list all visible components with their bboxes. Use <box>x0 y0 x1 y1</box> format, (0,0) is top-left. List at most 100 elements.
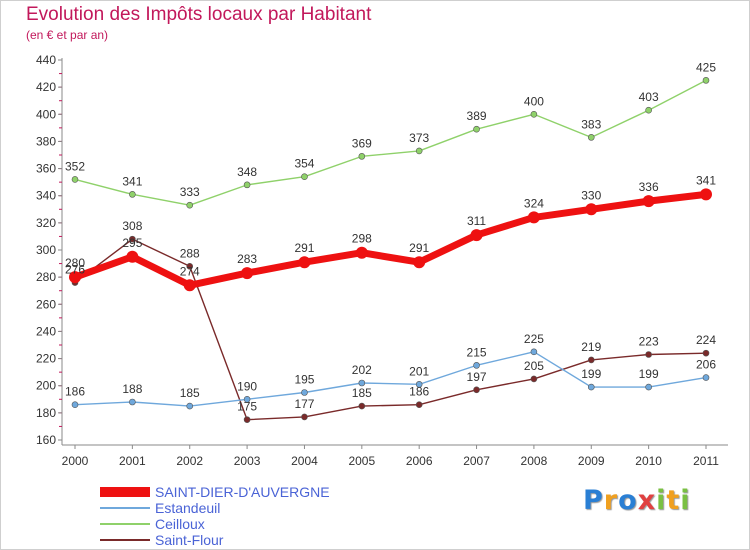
data-label: 298 <box>352 232 372 246</box>
data-label: 383 <box>581 117 601 131</box>
y-tick-label: 220 <box>36 352 56 366</box>
data-point <box>473 386 480 394</box>
y-tick-label: 200 <box>36 379 56 393</box>
data-label: 283 <box>237 252 257 266</box>
chart-legend: SAINT-DIER-D'AUVERGNE Estandeuil Ceillou… <box>100 484 400 548</box>
data-point <box>470 229 483 242</box>
x-tick-label: 2000 <box>62 454 89 468</box>
legend-swatch-saint-flour <box>100 539 150 541</box>
data-label: 311 <box>467 214 486 228</box>
x-tick-label: 2001 <box>119 454 146 468</box>
data-point <box>126 250 139 263</box>
data-point <box>530 348 538 356</box>
data-label: 348 <box>237 165 257 179</box>
data-label: 288 <box>180 246 200 260</box>
data-point <box>241 267 254 280</box>
data-label: 186 <box>65 385 85 399</box>
data-point <box>71 401 79 409</box>
chart-title: Evolution des Impôts locaux par Habitant <box>26 4 372 25</box>
data-point <box>243 416 251 423</box>
y-tick-label: 400 <box>36 107 56 121</box>
logo-letter: i <box>680 485 691 516</box>
data-point <box>645 106 652 114</box>
data-point <box>355 246 368 259</box>
data-label: 274 <box>180 264 200 278</box>
data-point <box>645 351 652 358</box>
data-point <box>473 125 480 133</box>
data-label: 291 <box>409 241 429 255</box>
data-label: 276 <box>65 263 85 277</box>
data-point <box>186 201 194 209</box>
logo-letter: t <box>666 485 681 516</box>
data-label: 324 <box>524 196 544 210</box>
data-point <box>358 402 366 410</box>
x-tick-label: 2010 <box>635 454 662 468</box>
data-label: 291 <box>294 241 314 255</box>
chart-axes: 160 180 200 220 240 260 280 300 320 340 360 380 400 4… <box>36 53 728 468</box>
x-tick-label: 2008 <box>521 454 548 468</box>
legend-item-saint-flour: Saint-Flour <box>100 532 400 548</box>
legend-item-estandeuil: Estandeuil <box>100 500 400 516</box>
data-label: 403 <box>639 90 659 104</box>
data-point <box>301 413 308 421</box>
data-point <box>645 383 652 391</box>
legend-label: Saint-Flour <box>155 532 224 548</box>
series-line <box>74 79 707 206</box>
proxiti-logo: Proxiti <box>583 485 691 516</box>
data-label: 206 <box>696 358 716 372</box>
data-label: 369 <box>352 136 372 150</box>
x-tick-label: 2002 <box>176 454 203 468</box>
y-tick-label: 320 <box>36 216 56 230</box>
data-point <box>415 401 423 409</box>
logo-letter: o <box>618 485 638 516</box>
y-tick-label: 280 <box>36 270 56 284</box>
y-tick-label: 360 <box>36 162 56 176</box>
data-point <box>587 356 595 364</box>
data-label: 205 <box>524 359 544 373</box>
logo-letter: x <box>637 485 657 516</box>
data-label: 201 <box>409 364 429 378</box>
data-label: 195 <box>294 373 314 387</box>
legend-label: Estandeuil <box>155 500 221 516</box>
data-point <box>702 349 710 357</box>
x-tick-label: 2003 <box>234 454 261 468</box>
data-label: 308 <box>122 219 142 233</box>
x-tick-label: 2005 <box>348 454 375 468</box>
data-point <box>415 381 423 388</box>
chart-data-labels: 276 308 288 175 177 185 186 197 205 219 223 224 186 1… <box>65 60 716 413</box>
data-label: 225 <box>524 332 544 346</box>
chart-series <box>69 77 712 423</box>
data-label: 202 <box>352 363 372 377</box>
data-point <box>585 203 598 216</box>
x-tick-label: 2004 <box>291 454 318 468</box>
data-point <box>183 279 196 292</box>
data-label: 341 <box>122 174 142 188</box>
data-point <box>700 188 712 201</box>
data-point <box>129 191 136 198</box>
data-label: 185 <box>352 386 372 400</box>
legend-swatch-ceilloux <box>100 523 150 525</box>
data-label: 336 <box>639 180 659 194</box>
data-point <box>702 77 710 84</box>
data-point <box>71 176 79 183</box>
data-label: 215 <box>467 345 487 359</box>
data-point <box>129 235 136 243</box>
y-tick-label: 160 <box>36 433 56 447</box>
legend-label: SAINT-DIER-D'AUVERGNE <box>155 484 330 500</box>
data-point <box>301 389 308 396</box>
data-label: 223 <box>639 335 659 349</box>
data-label: 341 <box>696 173 716 187</box>
data-point <box>301 173 308 181</box>
x-tick-label: 2006 <box>406 454 433 468</box>
data-label: 400 <box>524 94 544 108</box>
legend-label: Ceilloux <box>155 516 205 532</box>
x-tick-label: 2009 <box>578 454 605 468</box>
y-tick-label: 380 <box>36 134 56 148</box>
legend-item-ceilloux: Ceilloux <box>100 516 400 532</box>
data-point <box>298 256 311 269</box>
data-label: 280 <box>65 256 85 270</box>
data-label: 295 <box>122 236 142 250</box>
data-point <box>69 271 81 284</box>
